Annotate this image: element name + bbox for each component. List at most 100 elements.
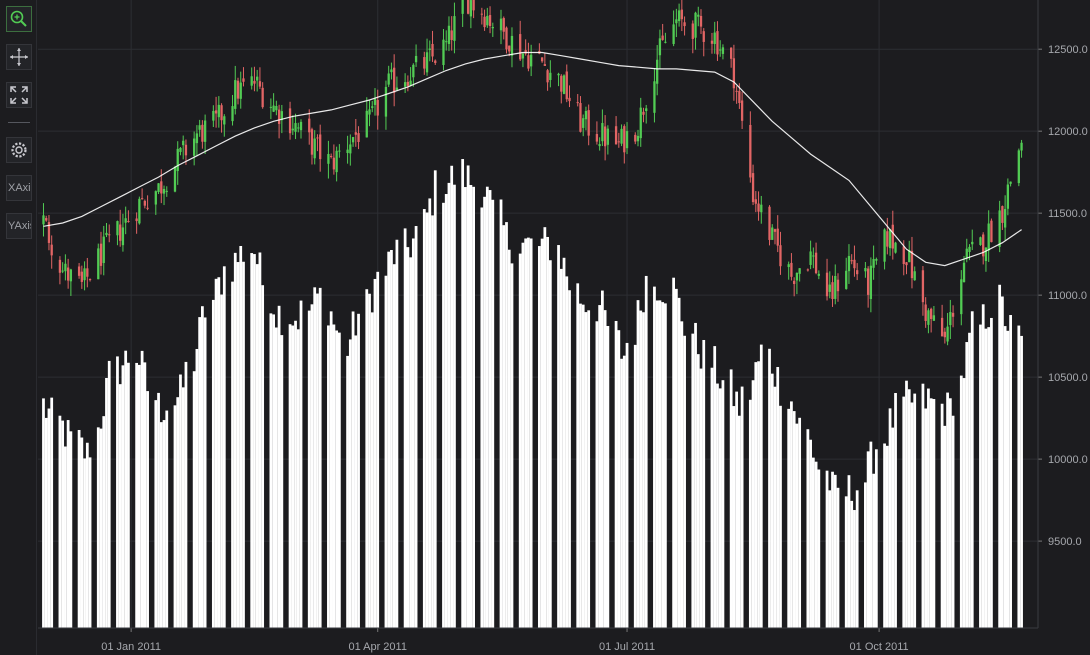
candle-body	[269, 106, 273, 108]
candle-body	[719, 49, 722, 51]
volume-bar	[411, 238, 415, 629]
volume-bar	[368, 293, 371, 628]
candle-body	[384, 86, 388, 117]
zoom-extents-icon[interactable]	[6, 82, 32, 108]
candle-body	[461, 0, 464, 14]
volume-bar	[483, 196, 486, 628]
candle-body	[562, 75, 566, 94]
volume-bar	[250, 253, 254, 629]
x-axis[interactable]: 01 Jan 2011 01 Apr 2011 01 Jul 2011 01 Oct …	[38, 627, 1038, 653]
candle-body	[740, 100, 744, 121]
candle-body	[527, 55, 530, 69]
pan-icon[interactable]	[6, 44, 32, 70]
candle-body	[617, 141, 620, 143]
candle-body	[275, 106, 278, 111]
candle-body	[582, 118, 585, 128]
candle-body	[540, 57, 544, 62]
candle-body	[853, 259, 856, 269]
volume-bar	[759, 344, 763, 628]
y-axis[interactable]: 9500.0 10000.0 10500.0 11000.0 11500.0 12000.…	[1037, 0, 1088, 628]
volume-bar	[754, 362, 758, 628]
candle-body	[124, 218, 127, 223]
candle-body	[645, 108, 648, 112]
volume-bar	[776, 367, 780, 628]
candle-body	[66, 267, 70, 281]
volume-bar	[576, 283, 580, 628]
volume-bar	[825, 470, 829, 628]
volume-bar	[680, 321, 684, 628]
candle-body	[236, 80, 240, 99]
candle-body	[639, 107, 642, 139]
candle-body	[488, 15, 492, 27]
volume-bar	[239, 246, 243, 629]
volume-bar	[181, 387, 185, 628]
zoom-icon[interactable]	[6, 6, 32, 32]
volume-bar	[96, 427, 100, 628]
volume-bar	[521, 242, 525, 628]
volume-bar	[135, 362, 139, 628]
candle-body	[795, 272, 799, 281]
candle-body	[872, 258, 875, 268]
yaxis-button[interactable]: YAxis	[6, 213, 32, 239]
volume-bar	[64, 446, 67, 628]
candle-body	[203, 120, 207, 142]
candle-body	[910, 250, 914, 279]
candle-body	[691, 23, 694, 39]
volume-bar	[44, 417, 48, 628]
candle-body	[1009, 181, 1012, 184]
candle-body	[930, 308, 933, 319]
candle-body	[86, 268, 89, 277]
volume-bar	[729, 369, 733, 628]
candle-body	[565, 71, 568, 100]
volume-bar	[998, 284, 1002, 628]
candle-body	[508, 45, 511, 52]
volume-bar	[447, 182, 451, 629]
candle-body	[64, 263, 67, 272]
volume-bar	[836, 487, 840, 628]
volume-bar	[425, 212, 429, 628]
candle-body	[543, 64, 546, 66]
settings-icon[interactable]	[6, 137, 32, 163]
candle-body	[694, 12, 697, 38]
candle-body	[850, 260, 853, 262]
volume-bar	[872, 473, 875, 628]
volume-bar	[795, 423, 799, 628]
candle-body	[771, 227, 774, 240]
volume-bar	[296, 329, 300, 628]
stock-chart[interactable]: 9500.0 10000.0 10500.0 11000.0 11500.0 12000.…	[38, 0, 1090, 655]
volume-bar	[274, 327, 278, 628]
candle-body	[368, 109, 371, 115]
candle-body	[883, 229, 886, 262]
candle-body	[834, 275, 837, 299]
volume-bar	[179, 374, 182, 628]
candle-body	[157, 183, 160, 193]
volume-bar	[442, 202, 445, 628]
candle-body	[332, 157, 336, 170]
volume-bar	[307, 310, 311, 628]
volume-bar	[910, 402, 914, 628]
candle-body	[162, 188, 166, 194]
moving-average-path	[43, 51, 1022, 267]
candle-body	[828, 284, 831, 292]
volume-bar	[677, 297, 681, 628]
xaxis-button[interactable]: XAxis	[6, 175, 32, 201]
volume-bar	[940, 403, 944, 628]
candle-body	[198, 125, 201, 130]
candle-body	[299, 121, 303, 131]
candle-body	[297, 127, 300, 129]
candle-body	[486, 15, 489, 26]
volume-bar	[431, 215, 434, 628]
volume-bar	[537, 246, 541, 628]
volume-bar	[644, 275, 648, 628]
volume-bar	[176, 397, 180, 628]
volume-bars	[42, 159, 1023, 629]
volume-bar	[990, 317, 993, 628]
candle-body	[231, 106, 234, 122]
volume-bar	[527, 237, 530, 628]
volume-bar	[924, 408, 928, 628]
candle-body	[480, 13, 483, 15]
candle-body	[371, 106, 374, 108]
volume-bar	[450, 165, 454, 629]
volume-bar	[562, 257, 566, 628]
candle-body	[97, 248, 100, 280]
